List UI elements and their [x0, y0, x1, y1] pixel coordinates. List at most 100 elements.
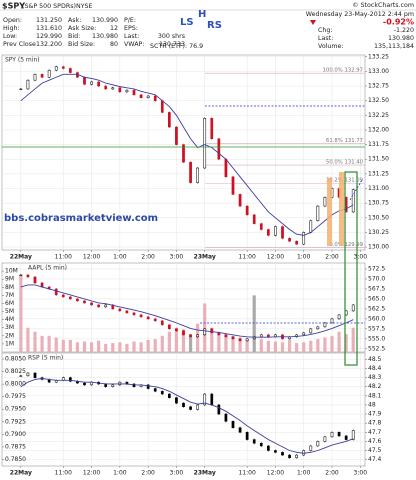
- level-label: 61.8% 131.77: [326, 138, 363, 144]
- x-tick-label: 1:00: [297, 470, 311, 477]
- candle: [153, 95, 157, 101]
- candle: [231, 176, 235, 195]
- volume-bar: [273, 341, 278, 352]
- field-value: 130.733: [159, 41, 185, 48]
- y2-tick-label: 0.8000: [5, 381, 26, 388]
- volume-bar: [351, 327, 355, 352]
- candle: [344, 435, 348, 440]
- panel-title: SPY (5 min): [5, 57, 40, 64]
- y-tick-label: 132.00: [368, 126, 389, 133]
- candle: [281, 226, 284, 239]
- field-value: 80: [110, 41, 118, 48]
- candle: [330, 432, 334, 438]
- y-tick-label: 572.5: [368, 265, 385, 272]
- y-tick-label: 565.0: [368, 295, 385, 302]
- candle: [26, 274, 30, 278]
- candle: [238, 194, 242, 207]
- y-tick-label: 133.00: [368, 68, 389, 75]
- candle: [224, 158, 228, 178]
- y2-tick-label: 0.7950: [5, 406, 26, 413]
- field-value: 300 shrs: [158, 33, 185, 40]
- field-value: 12: [110, 25, 118, 32]
- y2-tick-label: 3M: [5, 324, 14, 331]
- candle: [132, 383, 136, 387]
- candle: [267, 445, 270, 451]
- y-tick-label: 47.4: [368, 456, 382, 463]
- field-label: P/E:: [124, 17, 136, 24]
- candle: [19, 375, 23, 377]
- change-label: Chg:: [318, 27, 333, 34]
- candle: [168, 112, 171, 128]
- candle: [33, 372, 37, 378]
- x-tick-label: 2:00: [141, 254, 155, 261]
- field-label: EPS:: [124, 25, 138, 32]
- volume-bar: [40, 335, 44, 352]
- moving-average: [20, 73, 354, 236]
- candle: [309, 220, 313, 233]
- volume-label: Volume:: [318, 43, 344, 50]
- candle: [97, 304, 100, 308]
- candle: [40, 74, 44, 78]
- change-pct: -0.92%: [383, 18, 414, 27]
- volume-bar: [287, 339, 292, 352]
- candle: [168, 393, 171, 398]
- candle: [153, 388, 157, 392]
- candle: [274, 450, 277, 453]
- candle: [160, 320, 164, 326]
- field-value: 130.990: [92, 17, 118, 24]
- candle: [196, 404, 199, 410]
- y-tick-label: 131.25: [368, 170, 389, 177]
- field-label: Open:: [3, 17, 22, 24]
- y-tick-label: 562.5: [368, 305, 385, 312]
- y-tick-label: 570.0: [368, 275, 385, 282]
- y-tick-label: 567.5: [368, 285, 385, 292]
- security-name: (S&P 500 SPDRs): [22, 3, 76, 10]
- y-tick-label: 48.1: [368, 392, 382, 399]
- highlight-bar: [327, 178, 332, 246]
- y-tick-label: 132.75: [368, 83, 389, 90]
- candle: [196, 167, 199, 183]
- volume-bar: [309, 340, 313, 352]
- volume-bar: [337, 331, 341, 352]
- volume-bar: [330, 335, 334, 352]
- y2-tick-label: 0.7975: [5, 393, 26, 400]
- candle: [267, 334, 270, 338]
- field-label: Low:: [3, 33, 17, 40]
- candle: [33, 74, 37, 81]
- field-value: 131.250: [36, 17, 62, 24]
- y-tick-label: 557.5: [368, 325, 385, 332]
- candle: [316, 326, 320, 330]
- candle: [274, 226, 277, 236]
- sctr: SCTR (ETF): 76.9: [150, 43, 203, 50]
- x-tick-label: 3:00: [354, 254, 368, 261]
- y2-tick-label: 0.7875: [5, 443, 26, 450]
- y-tick-label: 48.3: [368, 374, 382, 381]
- volume-bar: [104, 343, 108, 352]
- volume-bar: [252, 295, 256, 352]
- highlight-box: [344, 171, 358, 366]
- candle: [61, 66, 65, 69]
- candle: [139, 94, 143, 98]
- x-tick-label: 23May: [194, 254, 216, 261]
- y-tick-label: 131.75: [368, 141, 389, 148]
- y2-tick-label: 0.7925: [5, 418, 26, 425]
- candle: [288, 238, 291, 242]
- annotation: H: [198, 9, 206, 20]
- plots: 133.25 133.00 132.75 132.50 132.25 132.00 131.…: [1, 53, 389, 477]
- candle: [111, 87, 115, 90]
- candle: [323, 197, 327, 207]
- candle: [118, 87, 122, 93]
- volume-bar: [97, 340, 101, 352]
- annotation: LS: [180, 17, 194, 28]
- moving-average: [20, 378, 354, 454]
- candle: [69, 296, 72, 300]
- y-tick-label: 133.25: [368, 53, 389, 60]
- volume-bar: [125, 343, 129, 352]
- y2-tick-label: 5M: [5, 308, 14, 315]
- volume-bar: [54, 337, 58, 352]
- x-tick-label: 3:00: [170, 470, 184, 477]
- x-tick-label: 2:00: [325, 254, 339, 261]
- candle: [33, 276, 37, 284]
- field-label: Last:: [124, 33, 139, 40]
- y-tick-label: 48.2: [368, 383, 382, 390]
